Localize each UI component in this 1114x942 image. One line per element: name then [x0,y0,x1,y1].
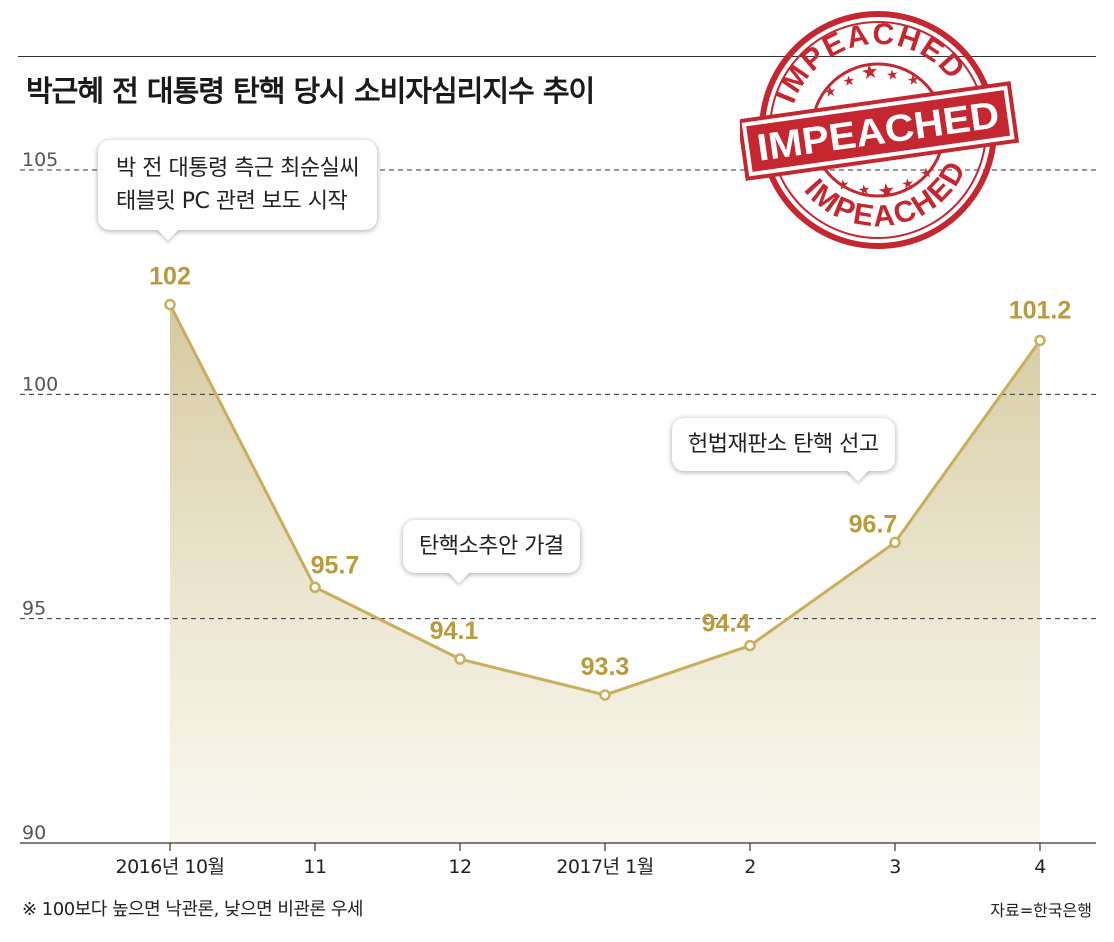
x-tick-label: 2017년 1월 [556,856,653,878]
stamp-star-icon: ★ [857,182,872,200]
data-label: 95.7 [311,551,360,579]
area-fill [170,304,1040,844]
source: 자료=한국은행 [990,901,1092,920]
data-label: 96.7 [849,510,898,538]
stamp-star-icon: ★ [876,177,897,203]
stamp-star-icon: ★ [859,58,880,84]
data-point [599,689,611,701]
stamp-star-icon: ★ [901,176,916,194]
stamp-star-icon: ★ [842,73,857,91]
data-point [164,298,176,311]
x-tick-label: 11 [303,856,326,878]
data-point [889,536,901,549]
x-tick-label: 12 [448,856,471,878]
impeached-stamp: IMPEACHED IMPEACHED ★ ★ ★ ★ ★ ★ ★ ★ ★ ★ … [740,6,1020,249]
x-tick-label: 2 [744,856,756,878]
data-point [309,581,321,594]
callout-tablet-report-line1: 박 전 대통령 측근 최순실씨 [116,156,360,181]
y-tick-label: 105 [22,149,58,171]
callout-tablet-report: 박 전 대통령 측근 최순실씨 태블릿 PC 관련 보도 시작 [98,140,378,241]
data-point [744,639,756,652]
callout-court-ruling: 헌법재판소 탄핵 선고 [672,418,895,482]
y-tick-label: 90 [22,822,46,844]
line-layer [164,298,1046,701]
data-point [1034,334,1046,347]
stamp-star-icon: ★ [823,83,838,101]
data-label: 102 [149,263,191,291]
label-layer: 102 95.7 94.1 93.3 94.4 96.7 101.2 [149,263,1071,681]
callout-impeachment-motion-text: 탄핵소추안 가결 [419,534,564,559]
stamp-star-icon: ★ [836,177,851,195]
y-tick-label: 100 [22,373,58,395]
stamp-star-icon: ★ [906,72,921,90]
data-label: 94.1 [430,617,479,645]
data-label: 101.2 [1009,296,1072,324]
callout-impeachment-motion: 탄핵소추안 가결 [403,520,580,584]
callout-tablet-report-line2: 태블릿 PC 관련 보도 시작 [116,189,348,214]
axis-layer: 90 95 100 105 2016년 10월 11 12 2017년 1월 2 3 4 [20,149,1096,878]
stamp-star-icon: ★ [919,165,934,183]
x-tick-label: 2016년 10월 [115,856,224,878]
y-tick-label: 95 [22,598,46,620]
x-tick-label: 3 [889,856,901,878]
footnote: ※ 100보다 높으면 낙관론, 낮으면 비관론 우세 [22,899,363,920]
x-tick-label: 4 [1034,856,1046,878]
top-rule [18,56,1096,57]
callout-court-ruling-text: 헌법재판소 탄핵 선고 [688,432,879,457]
data-point [454,653,466,665]
chart-title: 박근혜 전 대통령 탄핵 당시 소비자심리지수 추이 [26,74,595,108]
area-layer [170,304,1040,844]
stamp-star-icon: ★ [885,67,900,85]
data-label: 93.3 [581,653,630,681]
data-label: 94.4 [702,610,751,638]
